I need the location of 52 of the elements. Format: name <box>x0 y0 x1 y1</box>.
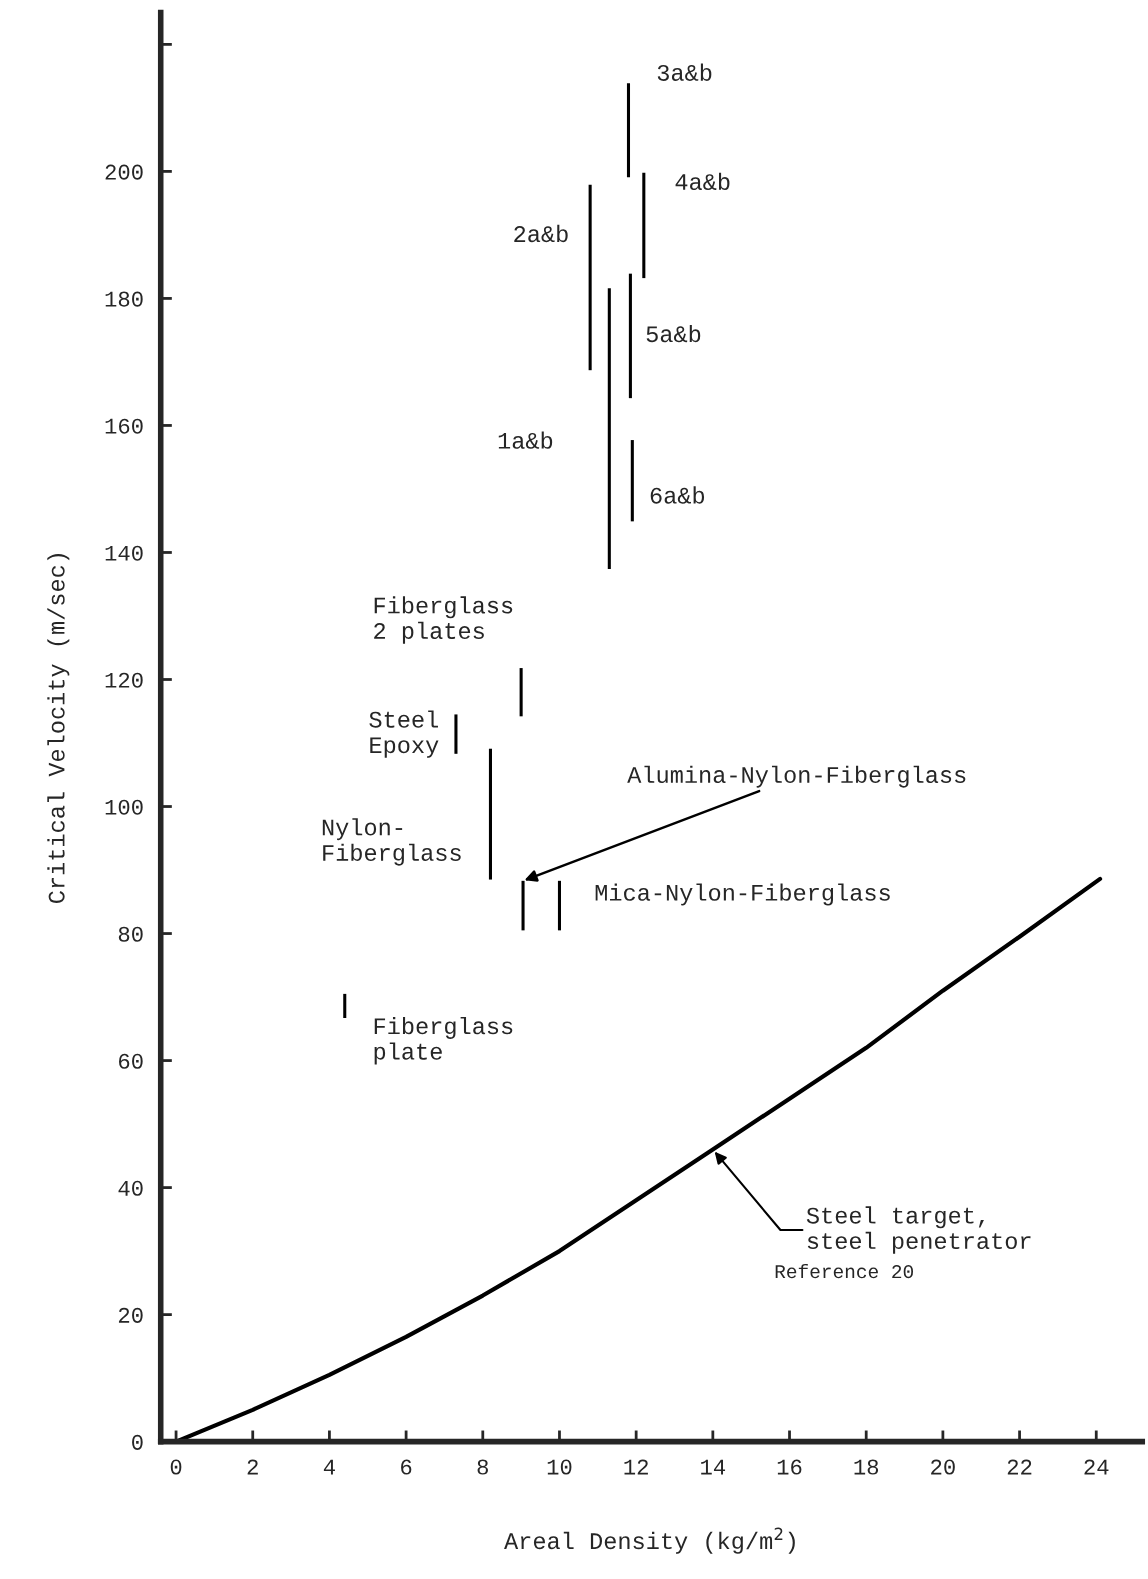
y-tick-label: 60 <box>119 1053 143 1069</box>
x-tick-label: 20 <box>931 1459 955 1475</box>
bar <box>343 993 347 1019</box>
annotation: 4a&b <box>675 172 730 191</box>
annotation: Mica-Nylon-Fiberglass <box>595 883 890 906</box>
y-tick-label: 140 <box>105 545 143 561</box>
bar <box>488 748 492 880</box>
bar <box>588 184 592 371</box>
annotation: Alumina-Nylon-Fiberglass <box>627 765 966 788</box>
annotation: 1a&b <box>498 431 553 449</box>
x-tick-label: 2 <box>247 1459 258 1475</box>
x-tick-label: 16 <box>777 1459 802 1475</box>
annotation: Fiberglass 2 plates <box>374 596 513 644</box>
x-tick-label: 24 <box>1084 1459 1109 1475</box>
x-tick-label: 12 <box>624 1459 648 1475</box>
bar <box>628 273 632 399</box>
bar <box>630 440 634 522</box>
bar <box>607 288 611 569</box>
x-tick-label: 4 <box>323 1459 335 1475</box>
bar <box>521 880 525 931</box>
y-tick-label: 120 <box>105 672 143 688</box>
annotation: 2a&b <box>514 224 568 243</box>
annotation: Reference 20 <box>775 1263 914 1279</box>
y-axis-title: Critical Velocity (m/sec) <box>47 554 70 903</box>
x-tick-label: 6 <box>401 1459 412 1475</box>
annotation: 5a&b <box>646 324 701 343</box>
annotation: 6a&b <box>650 486 705 504</box>
x-tick-label: 14 <box>701 1459 726 1475</box>
y-tick-label: 40 <box>118 1180 143 1196</box>
annotation: 3a&b <box>657 63 712 81</box>
x-axis-title: Areal Density (kg/m$^{2}$) <box>504 1527 795 1554</box>
annotation: Steel target, steel penetrator <box>806 1206 1031 1254</box>
bar <box>557 880 561 931</box>
y-tick-label: 80 <box>118 926 143 942</box>
y-tick-label: 20 <box>118 1307 143 1323</box>
annotation: Fiberglass plate <box>374 1016 513 1065</box>
x-tick-label: 18 <box>854 1459 879 1475</box>
x-tick-label: 10 <box>547 1459 572 1475</box>
x-tick-label: 0 <box>170 1459 182 1475</box>
y-tick-label: 160 <box>105 418 143 434</box>
annotation: Nylon- Fiberglass <box>322 818 461 866</box>
y-tick-label: 0 <box>132 1434 143 1450</box>
y-tick-label: 100 <box>105 799 143 815</box>
y-tick-label: 200 <box>105 164 143 180</box>
bar <box>454 714 458 754</box>
annotation: Steel Epoxy <box>369 710 439 758</box>
y-tick-label: 180 <box>105 291 143 307</box>
x-tick-label: 22 <box>1007 1459 1032 1475</box>
bar <box>519 668 523 717</box>
x-tick-label: 8 <box>477 1459 488 1475</box>
bar <box>626 83 631 178</box>
bar <box>642 172 646 279</box>
